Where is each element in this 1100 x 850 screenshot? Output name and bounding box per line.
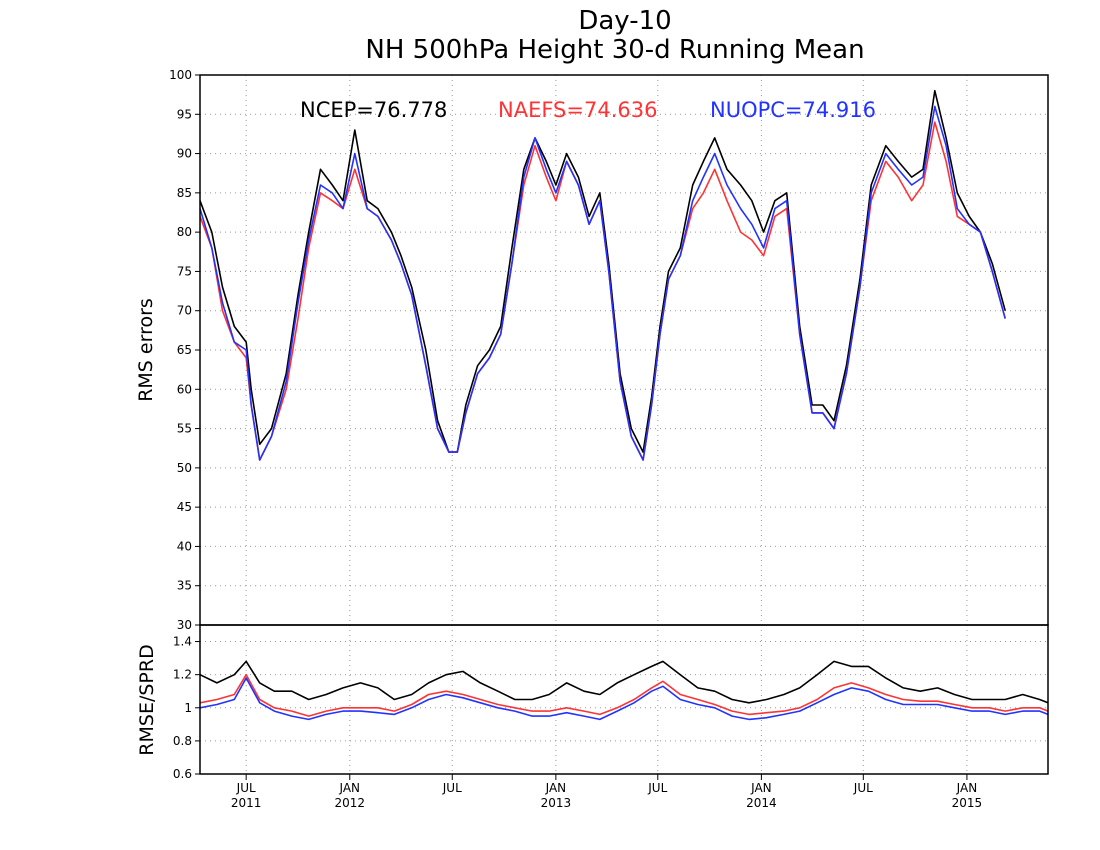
x-tick-month: JUL: [853, 781, 873, 795]
bottom-y-axis-label: RMSE/SPRD: [136, 644, 158, 755]
y-tick-label: 50: [177, 461, 192, 475]
x-tick-year: 2011: [231, 796, 262, 810]
y-tick-label: 65: [177, 343, 192, 357]
top-y-tick-labels: 30 35 40 45 50 55 60 65 70 75 80 85 90 95 100: [169, 68, 200, 632]
x-tick-year: 2012: [335, 796, 366, 810]
stat-ncep: NCEP=76.778: [300, 98, 447, 122]
x-tick-month: JAN: [339, 781, 361, 795]
top-panel-series: [199, 89, 1006, 461]
y-tick-label: 45: [177, 500, 192, 514]
y-tick-label: 100: [169, 68, 192, 82]
x-tick-month: JAN: [545, 781, 567, 795]
series-line-naefs: [199, 673, 1049, 717]
x-tick-year: 2015: [952, 796, 983, 810]
y-tick-label: 0.8: [173, 734, 192, 748]
stat-naefs: NAEFS=74.636: [498, 98, 657, 122]
x-tick-month: JUL: [442, 781, 462, 795]
y-tick-label: 30: [177, 618, 192, 632]
y-tick-label: 95: [177, 107, 192, 121]
y-tick-label: 70: [177, 304, 192, 318]
series-line-naefs: [199, 121, 1006, 461]
y-tick-label: 0.6: [173, 767, 192, 781]
series-line-ncep: [199, 89, 1006, 453]
y-tick-label: 35: [177, 579, 192, 593]
series-line-ncep: [199, 660, 1049, 704]
y-tick-label: 85: [177, 186, 192, 200]
y-tick-label: 90: [177, 147, 192, 161]
y-tick-label: 60: [177, 382, 192, 396]
y-tick-label: 55: [177, 422, 192, 436]
x-tick-month: JUL: [236, 781, 256, 795]
y-tick-label: 40: [177, 539, 192, 553]
bottom-panel-frame: [199, 624, 1049, 775]
y-tick-label: 1.4: [173, 635, 192, 649]
y-tick-label: 80: [177, 225, 192, 239]
stat-nuopc: NUOPC=74.916: [710, 98, 876, 122]
chart-subtitle: NH 500hPa Height 30-d Running Mean: [365, 35, 864, 65]
y-tick-label: 1.2: [173, 668, 192, 682]
x-tick-month: JUL: [647, 781, 667, 795]
bottom-panel-grid: [200, 625, 1048, 774]
y-tick-label: 75: [177, 264, 192, 278]
series-line-nuopc: [199, 105, 1006, 461]
top-panel-grid: [200, 75, 1048, 625]
bottom-panel-series: [199, 660, 1049, 721]
x-tick-year: 2014: [746, 796, 777, 810]
x-tick-month: JAN: [750, 781, 772, 795]
top-y-axis-label: RMS errors: [135, 298, 157, 402]
series-line-nuopc: [199, 677, 1049, 721]
chart-title: Day-10: [578, 6, 671, 36]
x-tick-year: 2013: [541, 796, 572, 810]
bottom-y-tick-labels: 0.6 0.8 1 1.2 1.4: [173, 635, 200, 781]
y-tick-label: 1: [184, 701, 192, 715]
x-tick-month: JAN: [956, 781, 978, 795]
